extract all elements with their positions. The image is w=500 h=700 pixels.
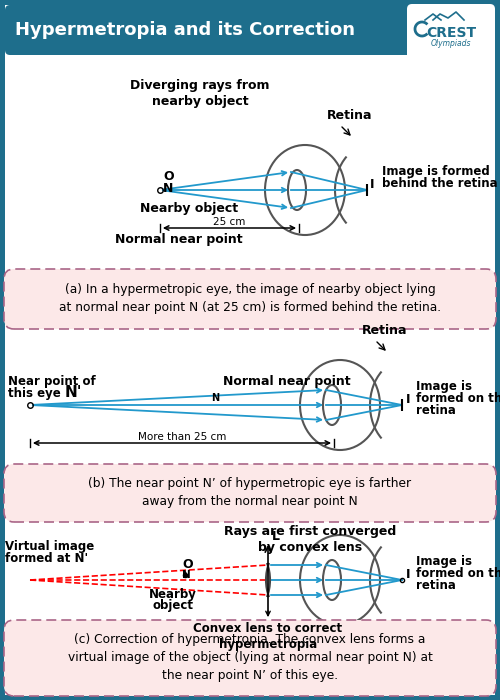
Text: Image is formed: Image is formed <box>382 165 490 178</box>
Text: Olympiads: Olympiads <box>431 38 471 48</box>
Text: retina: retina <box>416 579 456 592</box>
Text: formed on the: formed on the <box>416 392 500 405</box>
FancyBboxPatch shape <box>370 5 495 55</box>
Text: N: N <box>182 570 191 580</box>
Text: (b) The near point N’ of hypermetropic eye is farther
away from the normal near : (b) The near point N’ of hypermetropic e… <box>88 477 411 508</box>
Text: I: I <box>370 178 374 191</box>
Text: N: N <box>163 182 173 195</box>
Text: 25 cm: 25 cm <box>214 217 246 227</box>
Text: this eye: this eye <box>8 387 61 400</box>
FancyBboxPatch shape <box>4 269 496 329</box>
Text: More than 25 cm: More than 25 cm <box>138 432 226 442</box>
Text: Nearby: Nearby <box>149 588 197 601</box>
Text: object: object <box>152 599 194 612</box>
Text: Retina: Retina <box>327 109 372 122</box>
Text: formed on the: formed on the <box>416 567 500 580</box>
Text: Image is: Image is <box>416 380 472 393</box>
Text: Image is: Image is <box>416 555 472 568</box>
FancyBboxPatch shape <box>4 464 496 522</box>
FancyBboxPatch shape <box>5 5 495 695</box>
Text: Retina: Retina <box>362 324 408 337</box>
Text: Nearby object: Nearby object <box>140 202 238 215</box>
Text: Normal near point: Normal near point <box>223 375 350 388</box>
Text: I: I <box>406 568 410 581</box>
FancyBboxPatch shape <box>5 5 400 55</box>
Text: formed at N': formed at N' <box>5 552 88 565</box>
Text: (c) Correction of hypermetropia. The convex lens forms a
virtual image of the ob: (c) Correction of hypermetropia. The con… <box>68 634 432 682</box>
Text: Rays are first converged
by convex lens: Rays are first converged by convex lens <box>224 525 396 554</box>
Text: behind the retina: behind the retina <box>382 177 498 190</box>
Text: I: I <box>406 393 410 406</box>
Text: Hypermetropia and its Correction: Hypermetropia and its Correction <box>15 21 355 39</box>
Text: O: O <box>182 558 192 571</box>
Text: N: N <box>211 393 219 403</box>
Text: retina: retina <box>416 404 456 417</box>
Text: Normal near point: Normal near point <box>115 233 242 246</box>
Text: L: L <box>272 530 280 543</box>
FancyBboxPatch shape <box>407 4 495 62</box>
Text: Diverging rays from
nearby object: Diverging rays from nearby object <box>130 79 270 108</box>
Text: O: O <box>163 170 173 183</box>
Text: N': N' <box>65 385 82 400</box>
Text: (a) In a hypermetropic eye, the image of nearby object lying
at normal near poin: (a) In a hypermetropic eye, the image of… <box>59 284 441 314</box>
Text: Near point of: Near point of <box>8 375 96 388</box>
Text: CREST: CREST <box>426 26 476 40</box>
FancyBboxPatch shape <box>4 620 496 696</box>
Text: Convex lens to correct
hypermetropia: Convex lens to correct hypermetropia <box>194 622 342 651</box>
Text: Virtual image: Virtual image <box>5 540 94 553</box>
